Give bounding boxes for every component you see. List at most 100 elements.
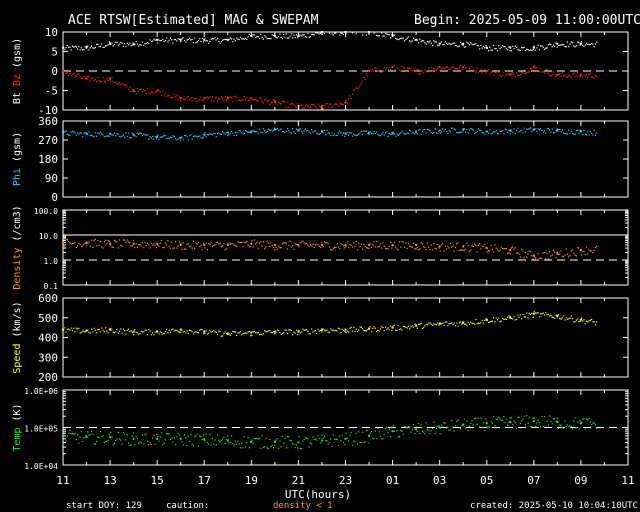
density-point [523, 256, 525, 259]
bt-point [559, 44, 561, 46]
series-bz [62, 64, 598, 110]
speed-point [342, 329, 345, 332]
density-point [163, 247, 165, 249]
density-point [426, 242, 429, 244]
speed-ytick-label: 200 [38, 371, 58, 384]
density-point [300, 241, 303, 243]
phi-point [351, 135, 354, 137]
bz-point [295, 106, 298, 109]
density-point [579, 250, 581, 252]
bt-point [171, 39, 173, 41]
temp-point [304, 436, 306, 439]
speed-point [355, 328, 357, 330]
speed-point [542, 312, 544, 314]
phi-point [498, 132, 500, 135]
temp-point [500, 419, 502, 421]
temp-point [470, 422, 472, 425]
speed-point [359, 326, 361, 328]
bz-point [373, 70, 375, 72]
density-point [136, 246, 138, 248]
x-axis-label: UTC(hours) [285, 488, 351, 501]
phi-point [313, 130, 315, 132]
temp-point [462, 424, 464, 426]
phi-point [325, 134, 327, 136]
speed-point [401, 329, 403, 331]
phi-point [594, 134, 597, 136]
phi-point [439, 132, 441, 134]
temp-point [550, 420, 552, 423]
density-point [374, 246, 376, 248]
speed-point [247, 331, 249, 333]
bz-point [233, 96, 235, 98]
bt-point [589, 43, 591, 46]
density-point [354, 245, 356, 248]
temp-point [314, 438, 317, 440]
bz-point [289, 103, 291, 105]
speed-point [346, 330, 348, 332]
speed-point [566, 318, 569, 320]
bz-point [335, 103, 337, 105]
density-point [458, 250, 460, 252]
phi-point [194, 135, 196, 137]
temp-point [238, 443, 240, 445]
speed-point [297, 333, 299, 336]
density-point [280, 247, 282, 249]
bz-point [522, 72, 524, 74]
temp-point [514, 422, 516, 424]
temp-point [322, 437, 324, 439]
bz-point [169, 97, 172, 99]
phi-point [85, 133, 88, 135]
speed-point [512, 318, 514, 320]
temp-point [183, 434, 186, 436]
bz-point [537, 69, 539, 71]
temp-point [127, 442, 130, 444]
bt-point [532, 48, 534, 50]
temp-point [286, 436, 289, 438]
speed-point [327, 331, 329, 333]
bt-point [429, 40, 431, 42]
density-point [565, 248, 567, 250]
bz-point [118, 82, 121, 84]
phi-point [442, 128, 444, 130]
bz-point [76, 73, 79, 76]
bt-point [415, 38, 417, 41]
density-point [344, 243, 347, 246]
phi-ytick-label: 0 [51, 191, 58, 204]
bt-point [274, 34, 276, 36]
bz-point [468, 67, 471, 70]
density-point [233, 244, 235, 246]
bt-point [582, 44, 584, 46]
temp-point [363, 441, 365, 444]
bt-bz-ytick-label: -10 [38, 104, 58, 117]
speed-point [529, 313, 532, 316]
phi-point [500, 130, 502, 132]
temp-point [320, 442, 322, 444]
temp-point [356, 443, 359, 445]
density-point [294, 243, 296, 245]
phi-point [233, 134, 235, 137]
speed-point [153, 334, 155, 336]
temp-point [557, 427, 560, 430]
density-point [479, 243, 481, 245]
bt-point [593, 46, 595, 48]
temp-point [251, 439, 253, 441]
temp-point [542, 425, 544, 428]
density-point [509, 253, 511, 255]
bz-point [533, 65, 535, 67]
bt-point [459, 41, 462, 43]
speed-point [289, 329, 291, 331]
bt-point [98, 46, 100, 48]
density-point [493, 251, 495, 253]
speed-point [363, 330, 365, 332]
temp-point [204, 440, 206, 442]
temp-point [369, 432, 371, 434]
speed-point [146, 334, 149, 336]
density-point [470, 249, 472, 251]
speed-point [400, 328, 402, 330]
temp-point [564, 420, 566, 422]
temp-point [332, 434, 334, 436]
temp-point [185, 436, 187, 439]
bz-point [555, 75, 557, 78]
density-point [309, 244, 312, 246]
speed-point [458, 322, 460, 324]
